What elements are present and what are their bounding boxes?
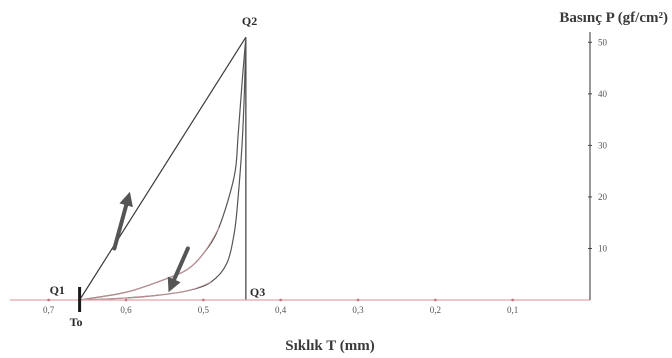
x-tick-label: 0,4 xyxy=(275,305,287,315)
arrow-down-head xyxy=(167,276,181,293)
curves-layer xyxy=(79,36,247,301)
point-label-q3: Q3 xyxy=(250,285,265,299)
point-label-q1: Q1 xyxy=(50,283,65,297)
point-label-q2: Q2 xyxy=(242,14,257,28)
x-tick-mark xyxy=(279,298,283,302)
x-tick-mark xyxy=(201,298,205,302)
axes-layer: 0,7 0,6 0,5 0,4 0,3 0,2 0,1 10 20 30 40 50 xyxy=(10,32,608,315)
x-tick-label: 0,6 xyxy=(120,305,132,315)
x-tick-label: 0,2 xyxy=(430,305,441,315)
point-label-to: To xyxy=(70,315,83,329)
x-tick-label: 0,7 xyxy=(43,305,55,315)
x-tick-mark xyxy=(124,298,128,302)
y-tick-label: 10 xyxy=(598,243,608,253)
x-tick-mark xyxy=(47,298,51,302)
labels-layer: Q1 Q2 Q3 To xyxy=(50,14,266,329)
series-loading-curve-faint xyxy=(79,227,220,301)
arrow-up-shaft xyxy=(112,203,129,251)
x-tick-mark xyxy=(433,298,437,302)
y-tick-label: 40 xyxy=(598,89,608,99)
x-tick-mark xyxy=(511,298,515,302)
series-straight-load-line xyxy=(79,36,247,301)
series-unloading-curve-faint xyxy=(79,281,212,301)
arrow-down-shaft xyxy=(172,246,190,282)
arrow-up-head xyxy=(119,191,133,208)
x-tick-label: 0,5 xyxy=(198,305,210,315)
y-axis-title: Basınç P (gf/cm²) xyxy=(559,10,668,26)
x-axis-title: Sıklık T (mm) xyxy=(285,338,374,354)
x-tick-mark xyxy=(356,298,360,302)
y-tick-label: 50 xyxy=(598,37,608,47)
x-tick-label: 0,3 xyxy=(352,305,364,315)
x-tick-label: 0,1 xyxy=(507,305,518,315)
y-tick-label: 20 xyxy=(598,192,608,202)
y-tick-label: 30 xyxy=(598,140,608,150)
